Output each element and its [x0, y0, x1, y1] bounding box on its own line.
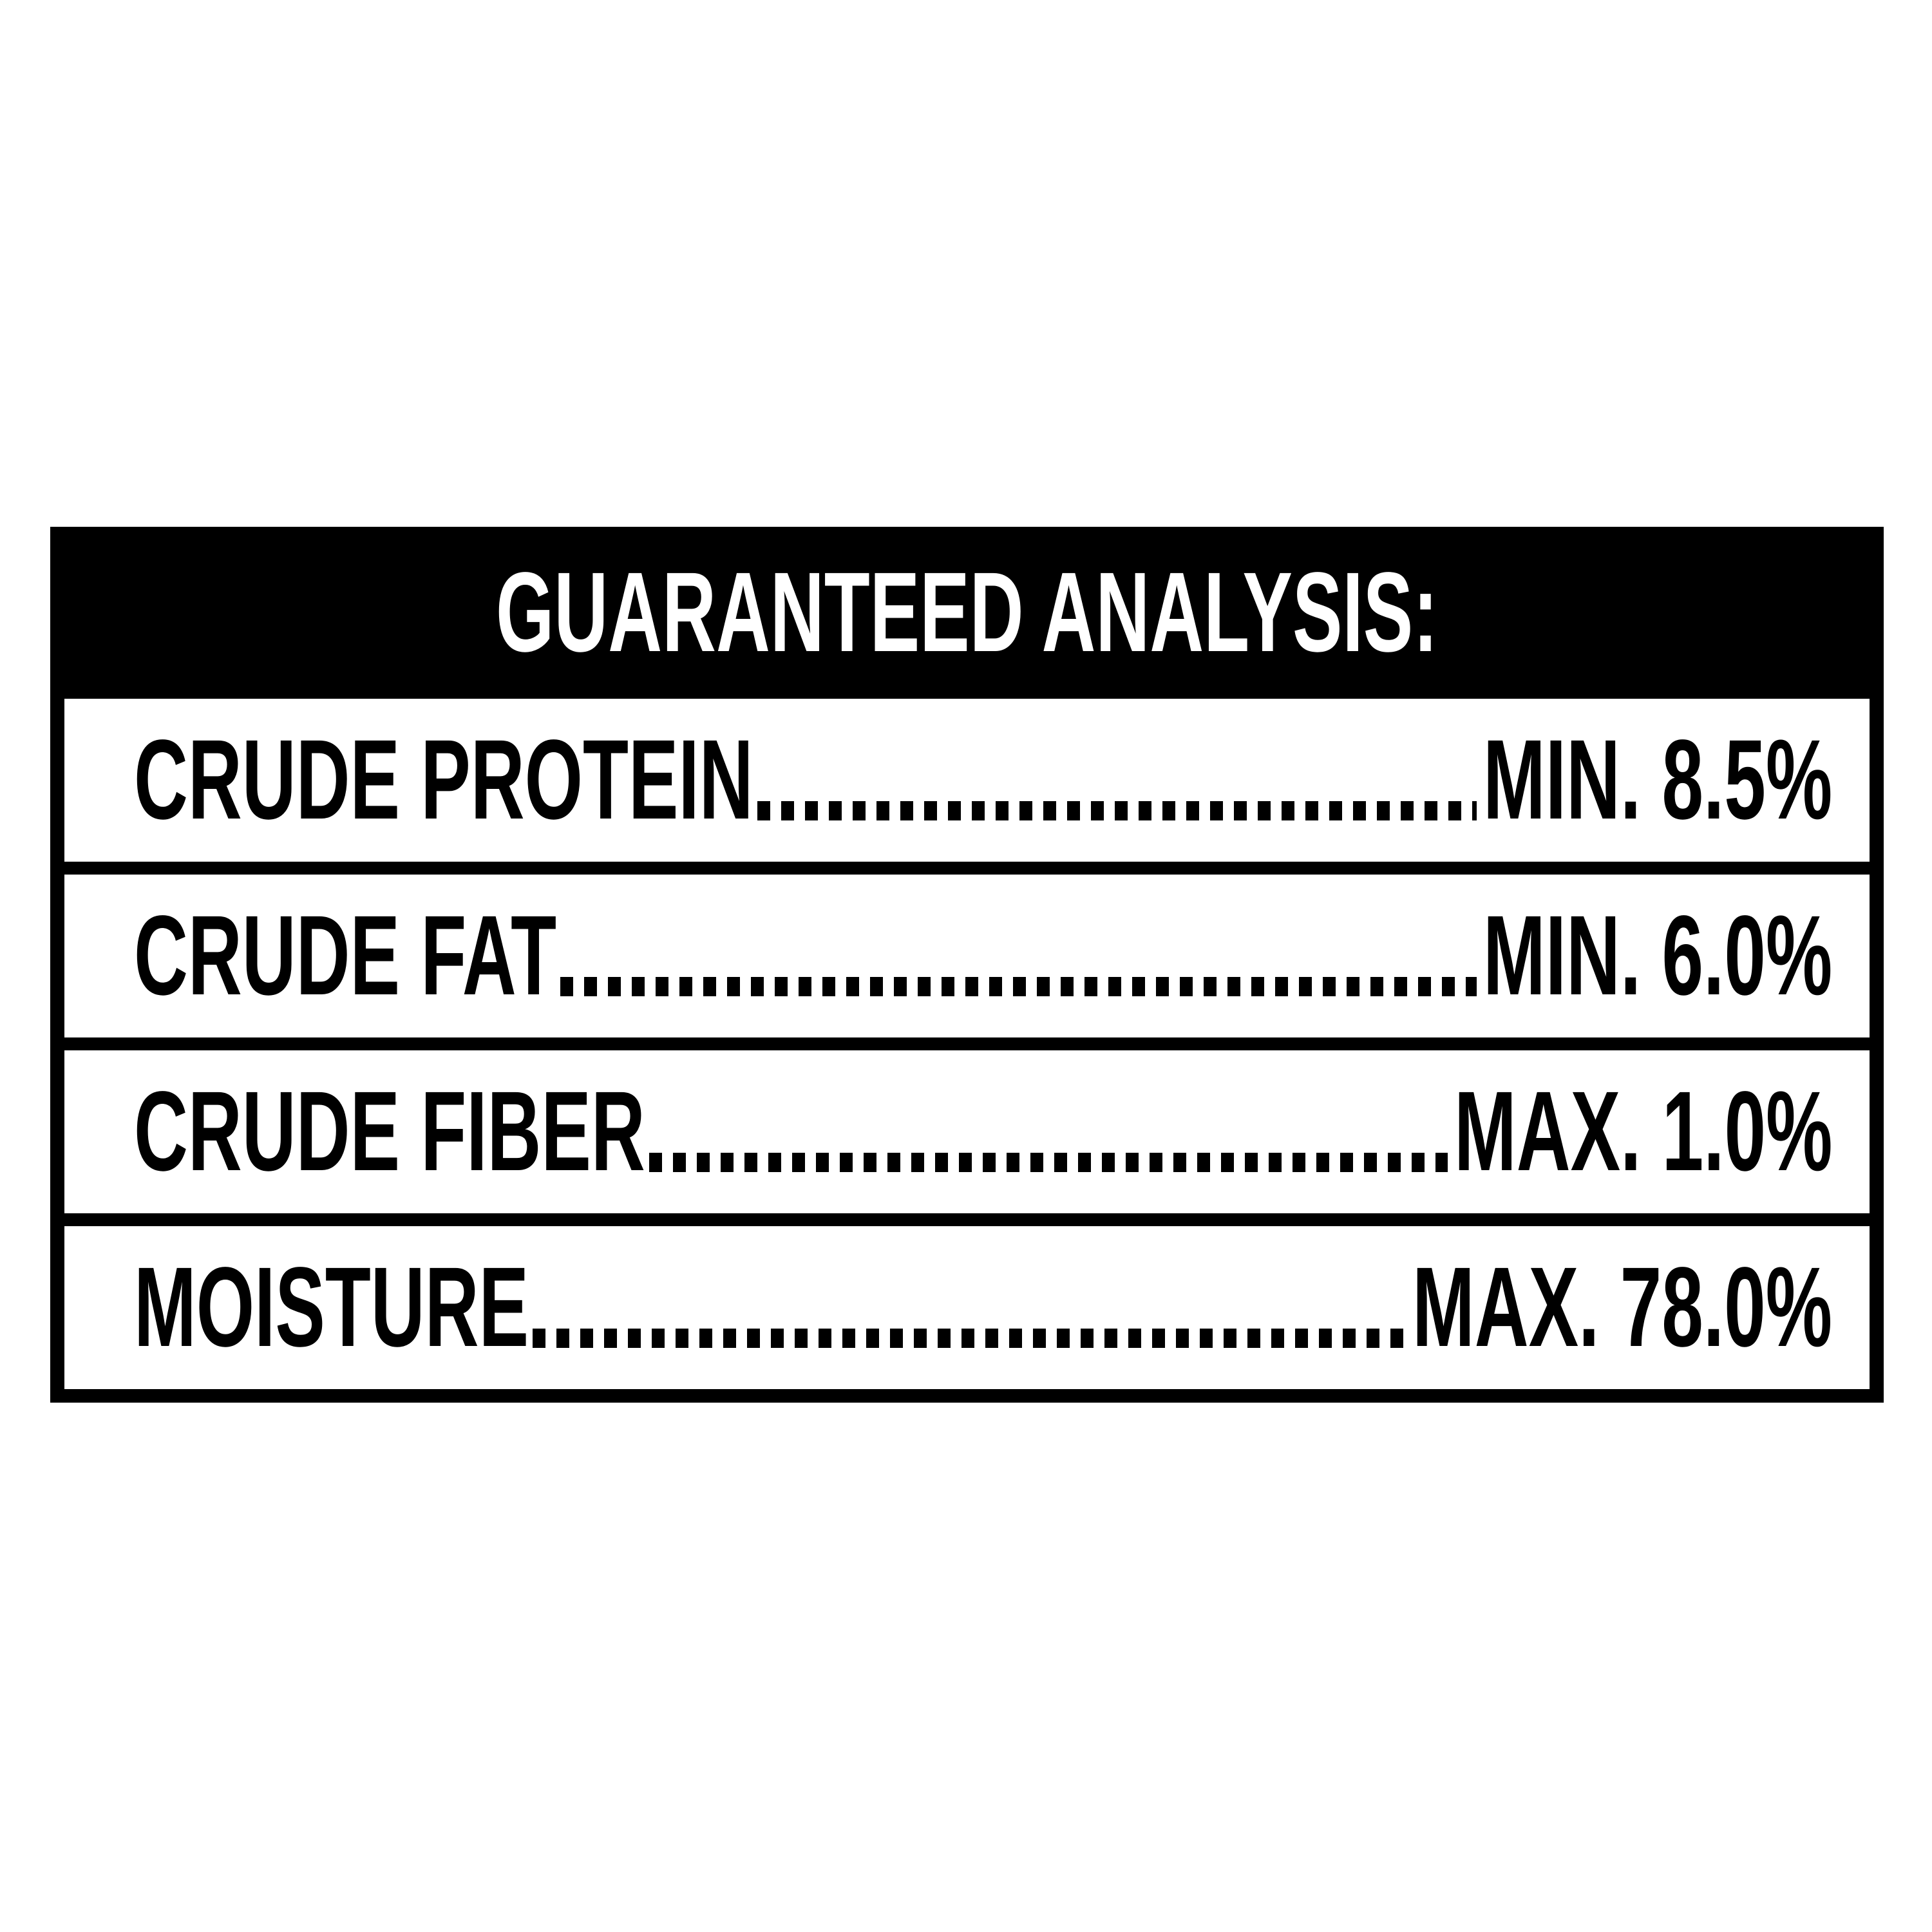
- header-title-wrap: GUARANTEED ANALYSIS:: [496, 547, 1438, 677]
- analysis-rows: CRUDE PROTEIN MIN. 8.5% CRUDE FAT MIN. 6…: [64, 699, 1870, 1389]
- dot-leader: [649, 1153, 1448, 1172]
- table-header: GUARANTEED ANALYSIS:: [64, 527, 1870, 699]
- dot-leader: [533, 1329, 1406, 1348]
- row-value: MAX. 1.0%: [1454, 1068, 1833, 1195]
- dot-leader: [560, 977, 1477, 996]
- row-value: MIN. 6.0%: [1482, 893, 1833, 1019]
- row-value: MIN. 8.5%: [1482, 717, 1833, 844]
- row-label: CRUDE FIBER: [134, 1068, 645, 1195]
- row-value: MAX. 78.0%: [1412, 1244, 1833, 1371]
- row-label: CRUDE FAT: [134, 893, 557, 1019]
- analysis-row-crude-fat: CRUDE FAT MIN. 6.0%: [64, 875, 1870, 1037]
- row-label: CRUDE PROTEIN: [134, 717, 753, 844]
- analysis-row-crude-fiber: CRUDE FIBER MAX. 1.0%: [64, 1050, 1870, 1213]
- analysis-row-moisture: MOISTURE MAX. 78.0%: [64, 1226, 1870, 1389]
- dot-leader: [757, 801, 1477, 820]
- header-title: GUARANTEED ANALYSIS:: [496, 549, 1438, 676]
- analysis-row-crude-protein: CRUDE PROTEIN MIN. 8.5%: [64, 699, 1870, 862]
- guaranteed-analysis-panel: GUARANTEED ANALYSIS: CRUDE PROTEIN MIN. …: [50, 527, 1884, 1403]
- row-label: MOISTURE: [134, 1244, 529, 1371]
